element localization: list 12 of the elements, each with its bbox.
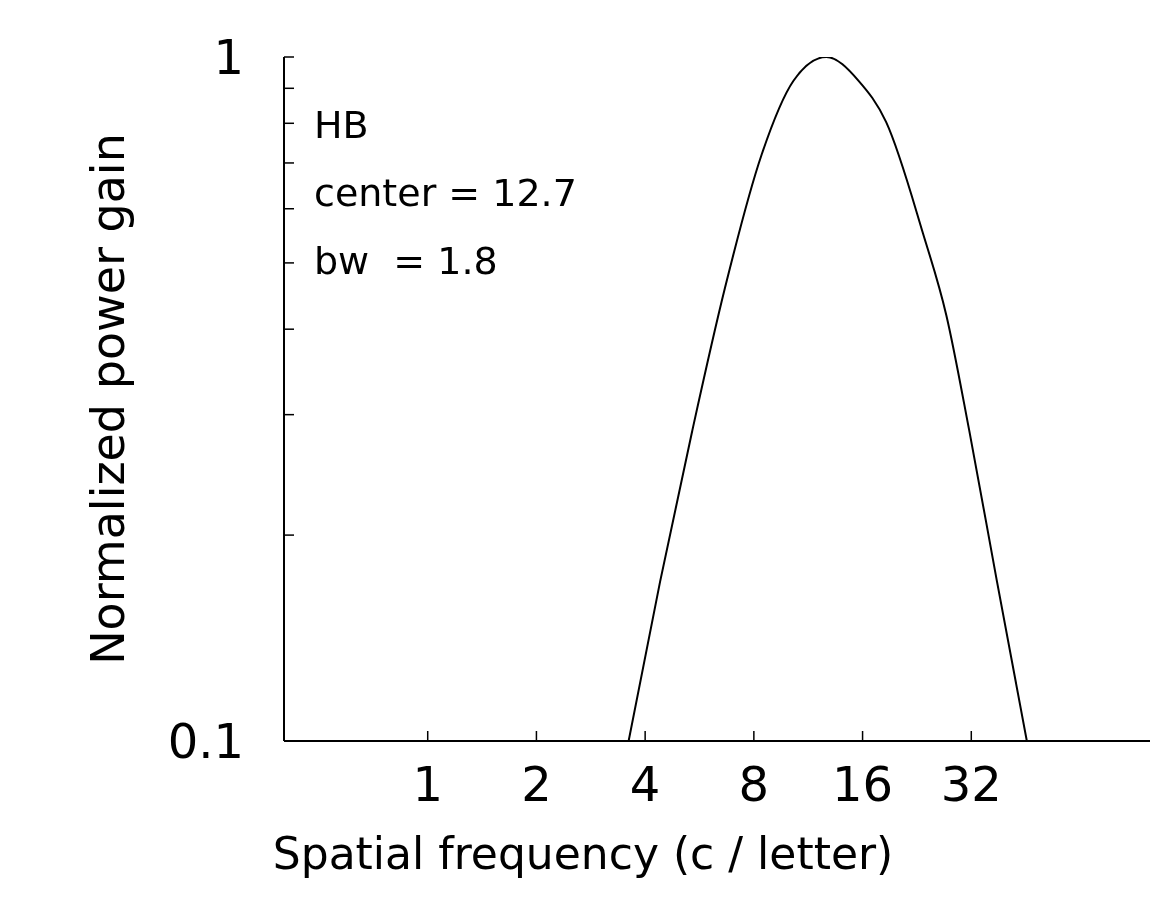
x-tick-label: 4 — [629, 756, 661, 812]
x-tick-label: 2 — [521, 756, 552, 812]
annotation: bw = 1.8 — [314, 239, 498, 283]
annotation: center = 12.7 — [314, 171, 577, 215]
x-tick-label: 1 — [412, 756, 443, 812]
x-tick-label: 32 — [940, 756, 1002, 812]
y-axis-title: Normalized power gain — [81, 133, 135, 665]
x-tick-label: 16 — [832, 756, 894, 812]
x-axis-title: Spatial frequency (c / letter) — [272, 828, 894, 879]
annotation: HB — [314, 103, 369, 147]
y-tick-label: 0.1 — [167, 713, 244, 769]
x-tick-label: 8 — [738, 756, 770, 812]
